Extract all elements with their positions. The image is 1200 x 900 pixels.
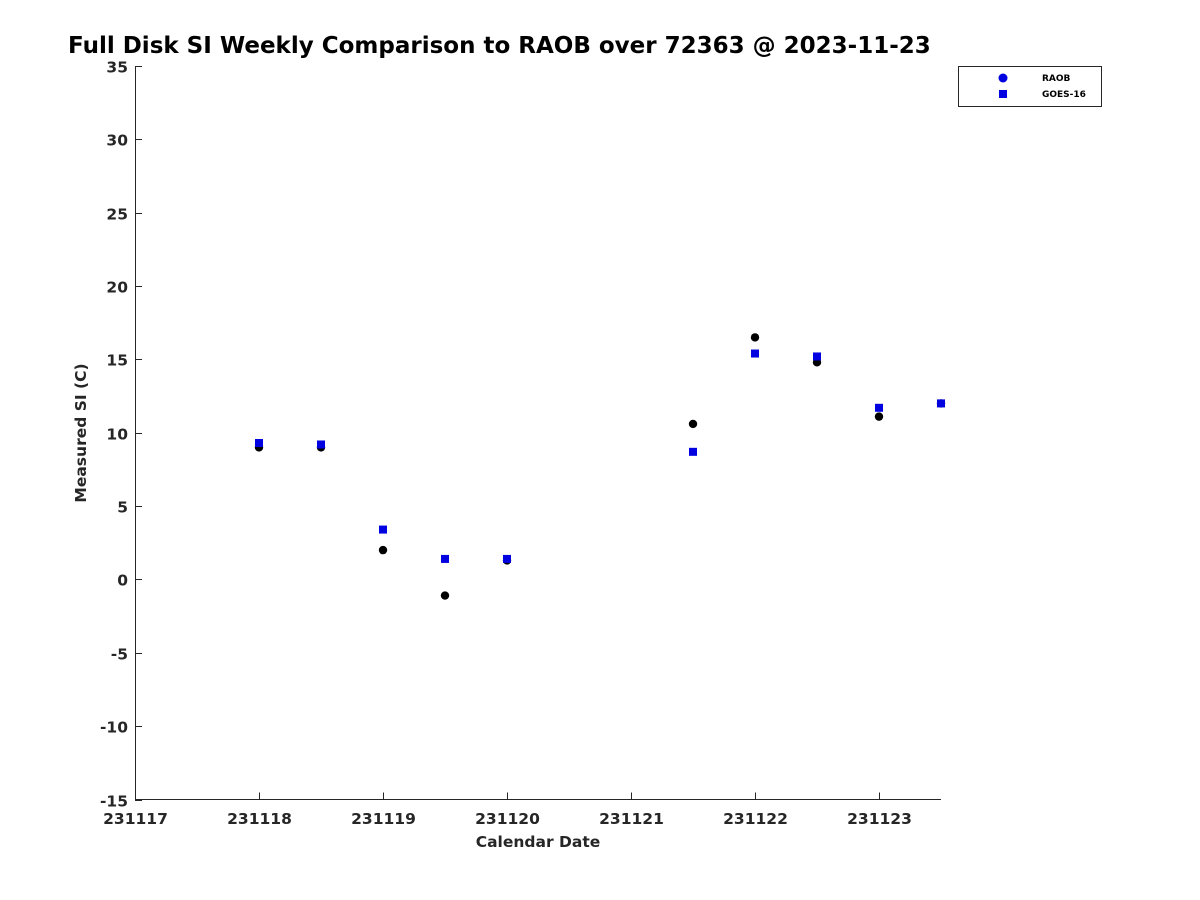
legend: RAOB GOES-16 — [958, 66, 1102, 107]
y-ticks: -15 -10 -5 0 5 10 15 20 25 30 35 — [100, 59, 142, 811]
plot-points — [254, 333, 946, 600]
data-point-goes-16 — [937, 399, 945, 408]
data-point-raob — [688, 419, 698, 429]
x-tick-label: 231117 — [103, 810, 168, 828]
x-tick-label: 231121 — [599, 810, 664, 828]
y-tick-label: -15 — [100, 793, 128, 811]
chart-title: Full Disk SI Weekly Comparison to RAOB o… — [68, 33, 931, 59]
data-point-raob — [874, 412, 884, 421]
y-tick-label: 25 — [106, 206, 128, 224]
data-point-raob — [378, 545, 388, 555]
legend-box — [958, 66, 1102, 107]
x-tick-label: 231119 — [351, 810, 416, 828]
data-point-goes-16 — [875, 403, 883, 412]
y-tick-label: -10 — [100, 719, 128, 737]
y-tick-label: 15 — [106, 352, 128, 370]
data-point-raob — [440, 591, 450, 600]
y-tick-label: 10 — [106, 426, 128, 444]
x-tick-label: 231123 — [847, 810, 912, 828]
y-axis-label: Measured SI (C) — [72, 363, 90, 502]
data-point-goes-16 — [441, 554, 449, 563]
axes — [135, 66, 941, 800]
x-tick-label: 231118 — [227, 810, 292, 828]
data-point-goes-16 — [503, 554, 511, 563]
legend-goes-marker — [999, 90, 1007, 98]
legend-raob-marker — [998, 73, 1008, 83]
y-tick-label: 35 — [106, 59, 128, 77]
y-tick-label: -5 — [111, 646, 128, 664]
legend-goes-label: GOES-16 — [1042, 90, 1086, 100]
y-tick-label: 30 — [106, 132, 128, 150]
x-tick-label: 231120 — [475, 810, 540, 828]
x-axis-label: Calendar Date — [476, 833, 601, 851]
data-point-goes-16 — [255, 439, 263, 448]
x-tick-label: 231122 — [723, 810, 788, 828]
data-point-goes-16 — [813, 352, 821, 361]
y-tick-label: 0 — [117, 572, 128, 590]
x-ticks: 231117 231118 231119 231120 231121 231122 2311… — [103, 792, 912, 828]
data-point-goes-16 — [751, 349, 759, 358]
y-tick-label: 5 — [117, 499, 128, 517]
data-point-goes-16 — [379, 525, 387, 534]
y-tick-label: 20 — [106, 279, 128, 297]
data-point-goes-16 — [689, 447, 697, 456]
data-point-raob — [750, 333, 760, 342]
legend-raob-label: RAOB — [1042, 74, 1071, 84]
data-point-goes-16 — [317, 440, 325, 449]
